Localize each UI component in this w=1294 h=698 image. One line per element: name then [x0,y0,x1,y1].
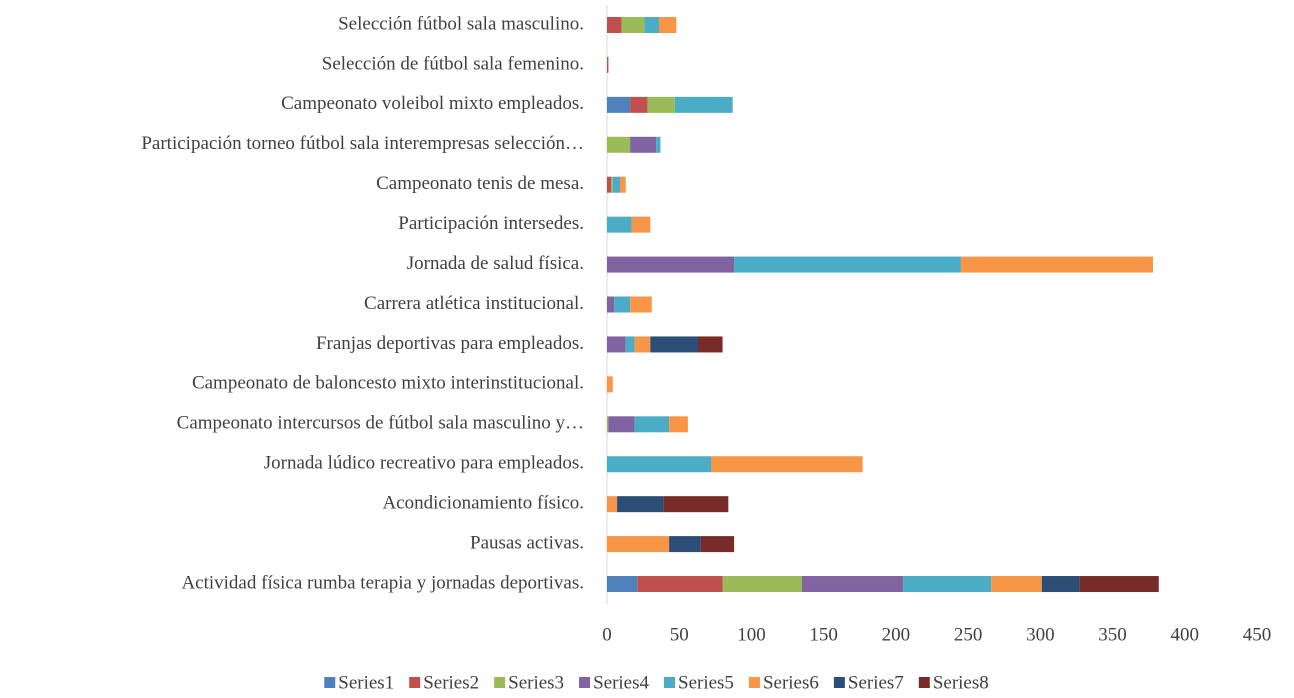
bar-segment [802,576,904,593]
legend-label: Series7 [848,672,904,693]
bar-segment [634,336,651,353]
legend-swatch [324,677,336,688]
bar-segment [607,576,638,593]
x-tick-label: 50 [670,624,689,645]
legend-label: Series1 [338,672,394,693]
bar-segment [734,256,961,273]
x-tick-label: 450 [1243,624,1272,645]
bar-segment [607,56,609,73]
y-tick-label: Carrera atlética institucional. [364,293,584,314]
x-tick-label: 350 [1098,624,1127,645]
bar-segment [611,176,613,193]
bar-segment [637,576,723,593]
bar-segment [656,136,661,153]
bar-segment [669,536,701,553]
bar-segment [722,576,802,593]
x-tick-label: 100 [737,624,766,645]
x-tick-label: 150 [809,624,838,645]
bar-segment [903,576,992,593]
bar-segment [630,136,657,153]
bar-segment [630,296,652,313]
bar-segment [711,456,863,473]
y-tick-label: Participación torneo fútbol sala interem… [141,133,584,154]
bar-segment [634,416,670,433]
bar-segment [607,176,612,193]
bar-segment [631,216,651,233]
bar-segment [674,96,733,113]
legend-swatch [409,677,421,688]
bar-segment [608,416,635,433]
bar-segment [1041,576,1080,593]
y-tick-label: Selección de fútbol sala femenino. [322,53,584,74]
y-tick-label: Actividad física rumba terapia y jornada… [181,572,584,593]
legend-label: Series2 [423,672,479,693]
bar-segment [607,256,735,273]
bar-segment [612,176,620,193]
y-tick-label: Campeonato de baloncesto mixto interinst… [192,373,584,394]
bar-segment [607,336,626,353]
bar-segment [617,496,664,513]
y-tick-label: Jornada lúdico recreativo para empleados… [264,453,584,474]
bar-segment [621,17,645,33]
bar-segment [607,536,670,553]
y-tick-label: Acondicionamiento físico. [382,493,584,514]
bar-segment [607,296,615,313]
bar-segment [647,96,675,113]
bar-segment [614,296,631,313]
bar-segment [663,496,729,513]
legend-swatch [918,677,930,688]
legend-swatch [833,677,845,688]
y-tick-label: Campeonato intercursos de fútbol sala ma… [177,413,584,434]
bar-segment [700,536,735,553]
bar-segment [650,336,698,353]
legend-swatch [748,677,760,688]
y-tick-label: Jornada de salud física. [407,253,584,274]
legend-label: Series6 [763,672,819,693]
legend-label: Series8 [933,672,989,693]
bar-segment [1079,576,1159,593]
bar-segment [698,336,723,353]
bar-segment [644,17,659,33]
x-tick-label: 0 [602,624,612,645]
y-tick-label: Participación intersedes. [398,213,584,234]
legend-label: Series3 [508,672,564,693]
bar-segment [607,96,631,113]
bar-segment [607,216,632,233]
bar-segment [607,376,613,393]
y-tick-label: Campeonato tenis de mesa. [376,173,584,194]
legend-label: Series5 [678,672,734,693]
y-tick-label: Selección fútbol sala masculino. [338,13,584,34]
bar-segment [607,496,618,513]
bar-segment [620,176,626,193]
bar-segment [607,17,622,33]
legend-swatch [579,677,591,688]
bar-segment [669,416,688,433]
bar-segment [659,17,677,33]
bar-segment [607,416,609,433]
y-tick-label: Franjas deportivas para empleados. [316,333,584,354]
legend-label: Series4 [593,672,649,693]
x-tick-label: 200 [882,624,911,645]
y-tick-label: Pausas activas. [470,532,584,553]
bar-segment [630,96,648,113]
legend-swatch [664,677,675,688]
legend-swatch [494,677,506,688]
x-tick-label: 300 [1026,624,1055,645]
x-tick-label: 250 [954,624,983,645]
y-tick-label: Campeonato voleibol mixto empleados. [281,93,584,114]
bar-segment [607,136,631,153]
bar-segment [991,576,1042,593]
bar-segment [607,456,711,473]
bar-segment [960,256,1153,273]
bar-segment [625,336,635,353]
x-tick-label: 400 [1171,624,1200,645]
